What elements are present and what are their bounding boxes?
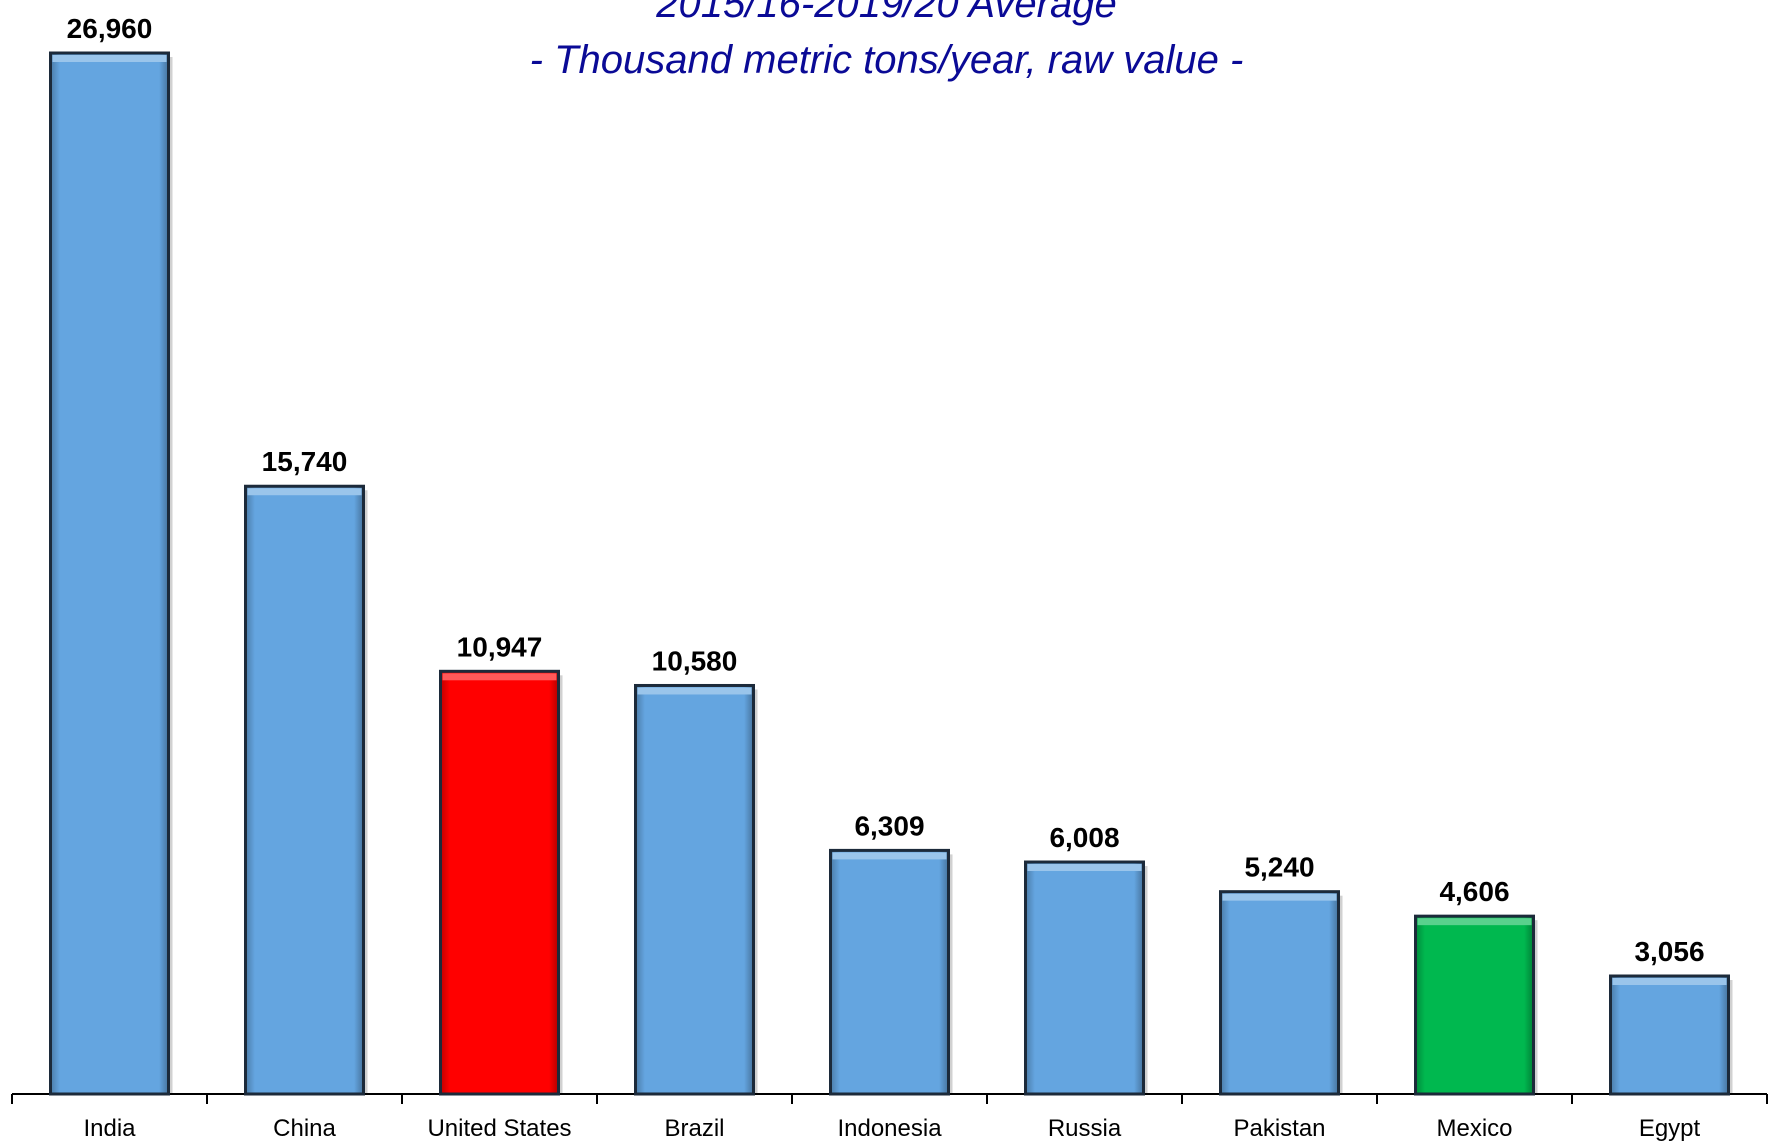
x-tick-label: Pakistan	[1233, 1115, 1325, 1142]
bar-top-highlight	[1027, 864, 1142, 872]
bar-india	[49, 51, 173, 1096]
bar	[1219, 890, 1340, 1096]
data-label: 15,740	[262, 446, 348, 477]
bar-mexico	[1414, 914, 1538, 1096]
data-label: 26,960	[67, 13, 153, 44]
bar-russia	[1024, 860, 1148, 1096]
x-tick-label: China	[273, 1115, 336, 1142]
bar-top-highlight	[1222, 893, 1337, 901]
bar-united-states	[439, 669, 563, 1096]
bar-top-highlight	[52, 55, 167, 62]
data-label: 10,580	[652, 645, 738, 676]
data-label: 4,606	[1439, 876, 1509, 907]
bar	[1414, 914, 1535, 1096]
data-label: 5,240	[1244, 852, 1314, 883]
chart-title: 2015/16-2019/20 Average	[656, 0, 1117, 26]
x-tick-label: India	[83, 1115, 136, 1142]
x-tick-label: Brazil	[664, 1115, 724, 1142]
bar-top-highlight	[637, 687, 752, 695]
bar	[49, 51, 170, 1096]
chart-subtitle: - Thousand metric tons/year, raw value -	[529, 38, 1244, 82]
x-tick-label: Russia	[1048, 1115, 1122, 1142]
bar-top-highlight	[247, 488, 362, 496]
bar	[244, 484, 365, 1096]
bar-top-highlight	[442, 673, 557, 681]
x-tick-label: Mexico	[1436, 1115, 1512, 1142]
bar-pakistan	[1219, 890, 1343, 1096]
bar-top-highlight	[1612, 977, 1727, 985]
bar	[829, 848, 950, 1096]
x-tick-label: Indonesia	[837, 1115, 942, 1142]
bar-brazil	[634, 683, 758, 1096]
bar	[634, 683, 755, 1096]
bar-top-highlight	[832, 852, 947, 860]
x-tick-label: United States	[427, 1115, 571, 1142]
bar-indonesia	[829, 848, 953, 1096]
bar	[1609, 974, 1730, 1096]
bar	[439, 669, 560, 1096]
data-label: 10,947	[457, 631, 543, 662]
bar-egypt	[1609, 974, 1733, 1096]
data-label: 6,008	[1049, 822, 1119, 853]
data-label: 6,309	[854, 810, 924, 841]
bar-china	[244, 484, 368, 1096]
bar	[1024, 860, 1145, 1096]
bar-top-highlight	[1417, 918, 1532, 926]
x-tick-label: Egypt	[1639, 1115, 1701, 1142]
data-label: 3,056	[1634, 936, 1704, 967]
